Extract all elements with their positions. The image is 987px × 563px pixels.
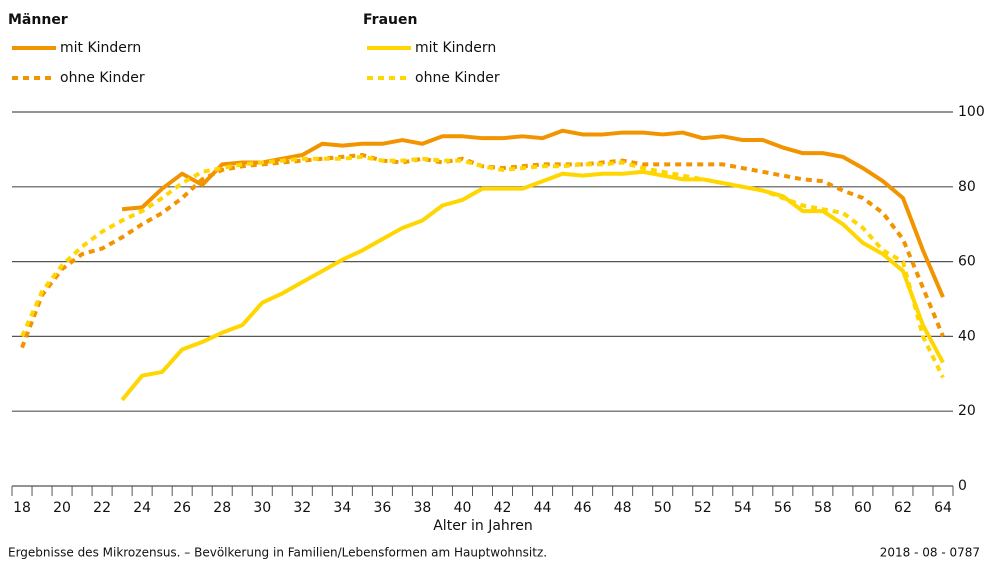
x-tick-label: 64 [934, 500, 952, 516]
x-tick-label: 46 [574, 500, 592, 516]
x-tick-label: 40 [454, 500, 472, 516]
y-tick-label: 80 [958, 179, 976, 195]
x-tick-label: 58 [814, 500, 832, 516]
legend-label: mit Kindern [415, 40, 496, 56]
x-tick-label: 30 [253, 500, 271, 516]
x-tick-label: 56 [774, 500, 792, 516]
x-tick-label: 34 [333, 500, 351, 516]
legend-label: mit Kindern [60, 40, 141, 56]
line [121, 128, 945, 298]
x-tick-label: 18 [13, 500, 31, 516]
legend-group-title: Frauen [363, 12, 417, 28]
x-tick-label: 62 [894, 500, 912, 516]
x-tick-label: 24 [133, 500, 151, 516]
y-tick-label: 60 [958, 254, 976, 270]
x-tick-label: 44 [534, 500, 552, 516]
x-tick-label: 28 [213, 500, 231, 516]
x-tick-label: 36 [373, 500, 391, 516]
line [20, 153, 945, 349]
x-tick-label: 38 [414, 500, 432, 516]
footnote: Ergebnisse des Mikrozensus. – Bevölkerun… [8, 546, 547, 560]
x-tick-label: 52 [694, 500, 712, 516]
x-tick-label: 48 [614, 500, 632, 516]
x-tick-label: 26 [173, 500, 191, 516]
x-tick-label: 32 [293, 500, 311, 516]
legend-label: ohne Kinder [60, 70, 145, 86]
line [120, 169, 945, 402]
x-tick-label: 54 [734, 500, 752, 516]
x-tick-label: 60 [854, 500, 872, 516]
x-tick-label: 20 [53, 500, 71, 516]
x-tick-label: 42 [494, 500, 512, 516]
x-tick-label: 22 [93, 500, 111, 516]
code: 2018 - 08 - 0787 [880, 546, 980, 560]
line [20, 154, 945, 379]
legend-group-title: Männer [8, 12, 68, 28]
x-axis-label: Alter in Jahren [433, 518, 533, 534]
y-tick-label: 40 [958, 328, 976, 344]
x-tick-label: 50 [654, 500, 672, 516]
y-tick-label: 0 [958, 478, 967, 494]
legend-label: ohne Kinder [415, 70, 500, 86]
y-tick-label: 20 [958, 403, 976, 419]
y-tick-label: 100 [958, 104, 985, 120]
